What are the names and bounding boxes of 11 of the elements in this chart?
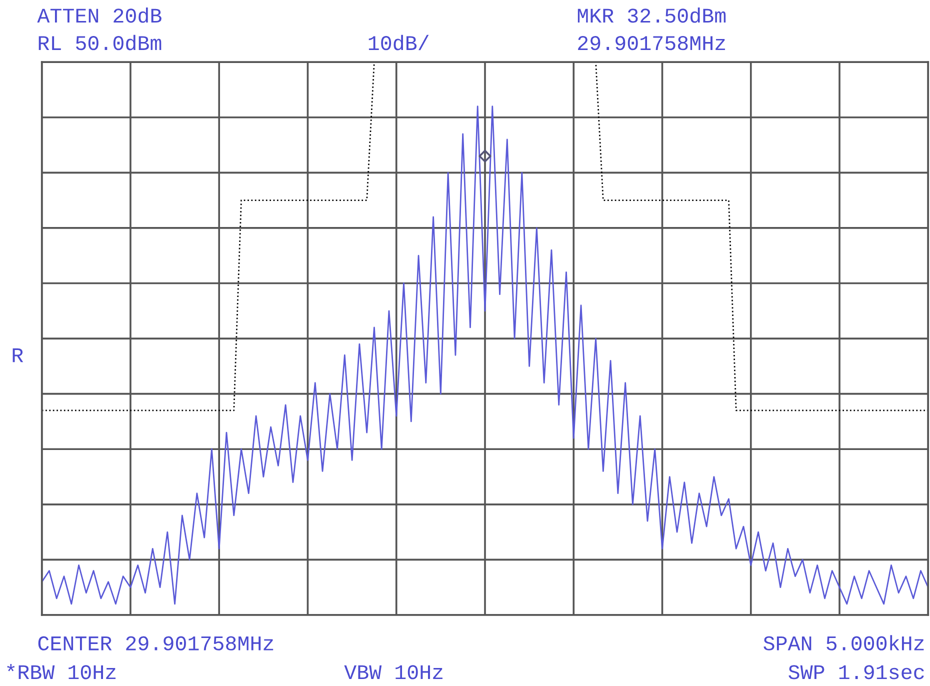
- text: VBW 10Hz: [344, 665, 442, 680]
- text: SWP 1.91sec: [788, 665, 924, 680]
- text: MKR 32.50dBm: [578, 7, 726, 23]
- text: 29.901758MHz: [578, 36, 725, 50]
- text: R: [12, 348, 24, 362]
- text: SPAN 5.000kHz: [764, 635, 924, 650]
- text: *RBW 10Hz: [7, 664, 116, 680]
- text: 10dB/: [368, 34, 429, 50]
- text: RL 50.0dBm: [38, 34, 162, 50]
- text: CENTER 29.901758MHz: [38, 636, 274, 650]
- text: ATTEN 20dB: [37, 7, 162, 23]
